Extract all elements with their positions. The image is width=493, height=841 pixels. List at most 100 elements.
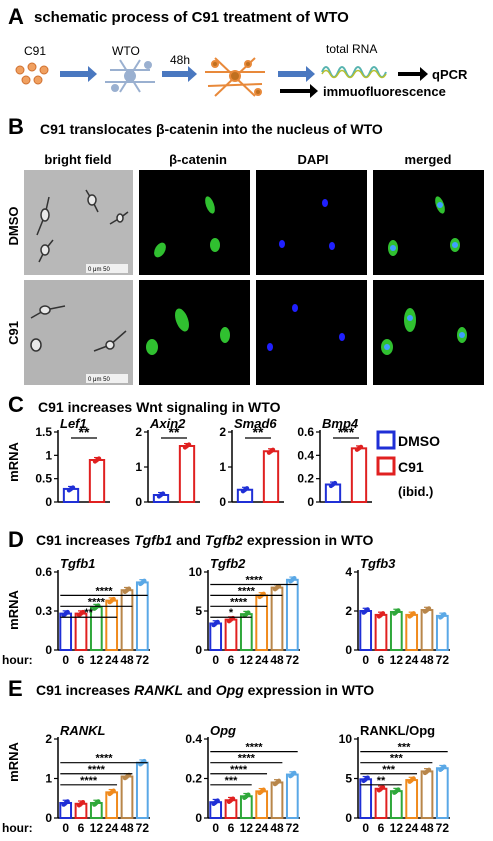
y-tick-label: 2 — [45, 732, 52, 746]
c91-dots — [15, 62, 49, 85]
bar — [255, 594, 269, 652]
y-tick-label: 0.4 — [185, 732, 202, 746]
chart-title: Smad6 — [234, 416, 277, 431]
x-tick-label: 72 — [286, 653, 300, 667]
col-label-merged: merged — [405, 152, 452, 167]
bar — [374, 613, 388, 652]
x-tick-label: 24 — [105, 653, 119, 667]
chart-title: Tgfb3 — [360, 556, 396, 571]
x-tick-label: 72 — [436, 653, 450, 667]
y-tick-label: 0 — [45, 643, 52, 657]
bar — [59, 612, 73, 651]
x-tick-label: 48 — [270, 821, 284, 835]
hours-48-label: 48h — [170, 53, 190, 67]
x-tick-label: 12 — [90, 653, 104, 667]
bar — [420, 770, 434, 820]
bar — [435, 767, 449, 819]
data-point — [65, 609, 70, 615]
bar — [105, 791, 119, 820]
sig-stars: **** — [245, 574, 263, 586]
arrow-3 — [278, 66, 315, 82]
y-tick-label: 10 — [189, 565, 203, 579]
y-tick-label: 5 — [345, 772, 352, 786]
data-point — [261, 787, 266, 792]
bar — [255, 790, 269, 820]
y-tick-label: 4 — [345, 565, 352, 579]
bar — [239, 795, 253, 820]
data-point — [276, 778, 282, 784]
bar — [285, 578, 299, 651]
bar — [350, 447, 368, 504]
data-point — [96, 456, 102, 461]
y-tick-label: 0.6 — [35, 565, 52, 579]
img-merged-dmso — [373, 170, 484, 275]
x-tick-label: 0 — [62, 653, 69, 667]
chart-C3: 0 1 2 Smad6** — [219, 416, 284, 509]
sig-stars: ** — [169, 424, 180, 440]
arrow-1 — [60, 66, 97, 82]
x-tick-label: 72 — [136, 653, 150, 667]
x-tick-label: 6 — [378, 653, 385, 667]
bar — [374, 787, 388, 820]
sig-stars: *** — [398, 742, 412, 754]
legend-ibid: (ibid.) — [398, 484, 433, 499]
bar — [405, 613, 419, 652]
data-point — [292, 576, 297, 581]
y-tick-label: 0.2 — [297, 472, 314, 486]
x-tick-label: 6 — [78, 653, 85, 667]
x-tick-label: 0 — [362, 653, 369, 667]
x-tick-label: 6 — [228, 821, 235, 835]
chart-title: Opg — [210, 723, 236, 738]
bar — [224, 618, 238, 652]
img-beta-dmso — [139, 170, 250, 275]
bar — [88, 459, 106, 503]
data-point — [426, 606, 432, 611]
x-tick-label: 6 — [378, 821, 385, 835]
scale-bar-dmso: 0 μm 50 — [88, 267, 110, 273]
legend-c: DMSO C91 (ibid.) — [376, 430, 440, 499]
x-tick-label: 0 — [62, 821, 69, 835]
y-tick-label: 0 — [195, 643, 202, 657]
y-tick-label: 0.5 — [35, 472, 52, 486]
sig-stars: * — [229, 607, 234, 619]
chart-title: Tgfb2 — [210, 556, 246, 571]
data-point — [442, 764, 447, 769]
bar — [285, 773, 299, 819]
panel-a-letter: A — [8, 4, 24, 29]
bar — [120, 775, 134, 820]
row-label-c91: C91 — [6, 321, 21, 345]
arrow-immuno — [280, 84, 318, 98]
y-tick-label: 0 — [45, 495, 52, 509]
data-point — [126, 586, 132, 591]
sig-stars: ** — [377, 775, 386, 787]
x-tick-label: 72 — [436, 821, 450, 835]
bar — [435, 614, 449, 651]
chart-title: Lef1 — [60, 416, 87, 431]
chart-title: Tgfb1 — [60, 556, 95, 571]
sig-stars: **** — [80, 775, 98, 787]
legend-dmso-swatch — [376, 430, 396, 450]
panel-d-ylabel: mRNA — [6, 590, 21, 630]
sig-stars: *** — [382, 764, 396, 776]
y-tick-label: 1.5 — [35, 425, 52, 439]
panel-e-ylabel: mRNA — [6, 742, 21, 782]
sig-stars: ** — [253, 424, 264, 440]
x-tick-label: 48 — [120, 821, 134, 835]
data-point — [380, 784, 386, 790]
data-point — [230, 796, 236, 801]
sig-stars: **** — [88, 764, 106, 776]
panel-b-title: C91 translocates β-catenin into the nucl… — [40, 121, 383, 137]
panel-d-hour-label: hour: — [2, 653, 33, 667]
x-tick-label: 48 — [270, 653, 284, 667]
x-tick-label: 12 — [390, 653, 404, 667]
bar — [178, 445, 196, 503]
data-point — [396, 787, 401, 792]
data-point — [70, 485, 76, 490]
x-tick-label: 12 — [240, 821, 254, 835]
panel-e-hour-label: hour: — [2, 821, 33, 835]
data-point — [365, 775, 370, 780]
bar — [359, 610, 373, 651]
